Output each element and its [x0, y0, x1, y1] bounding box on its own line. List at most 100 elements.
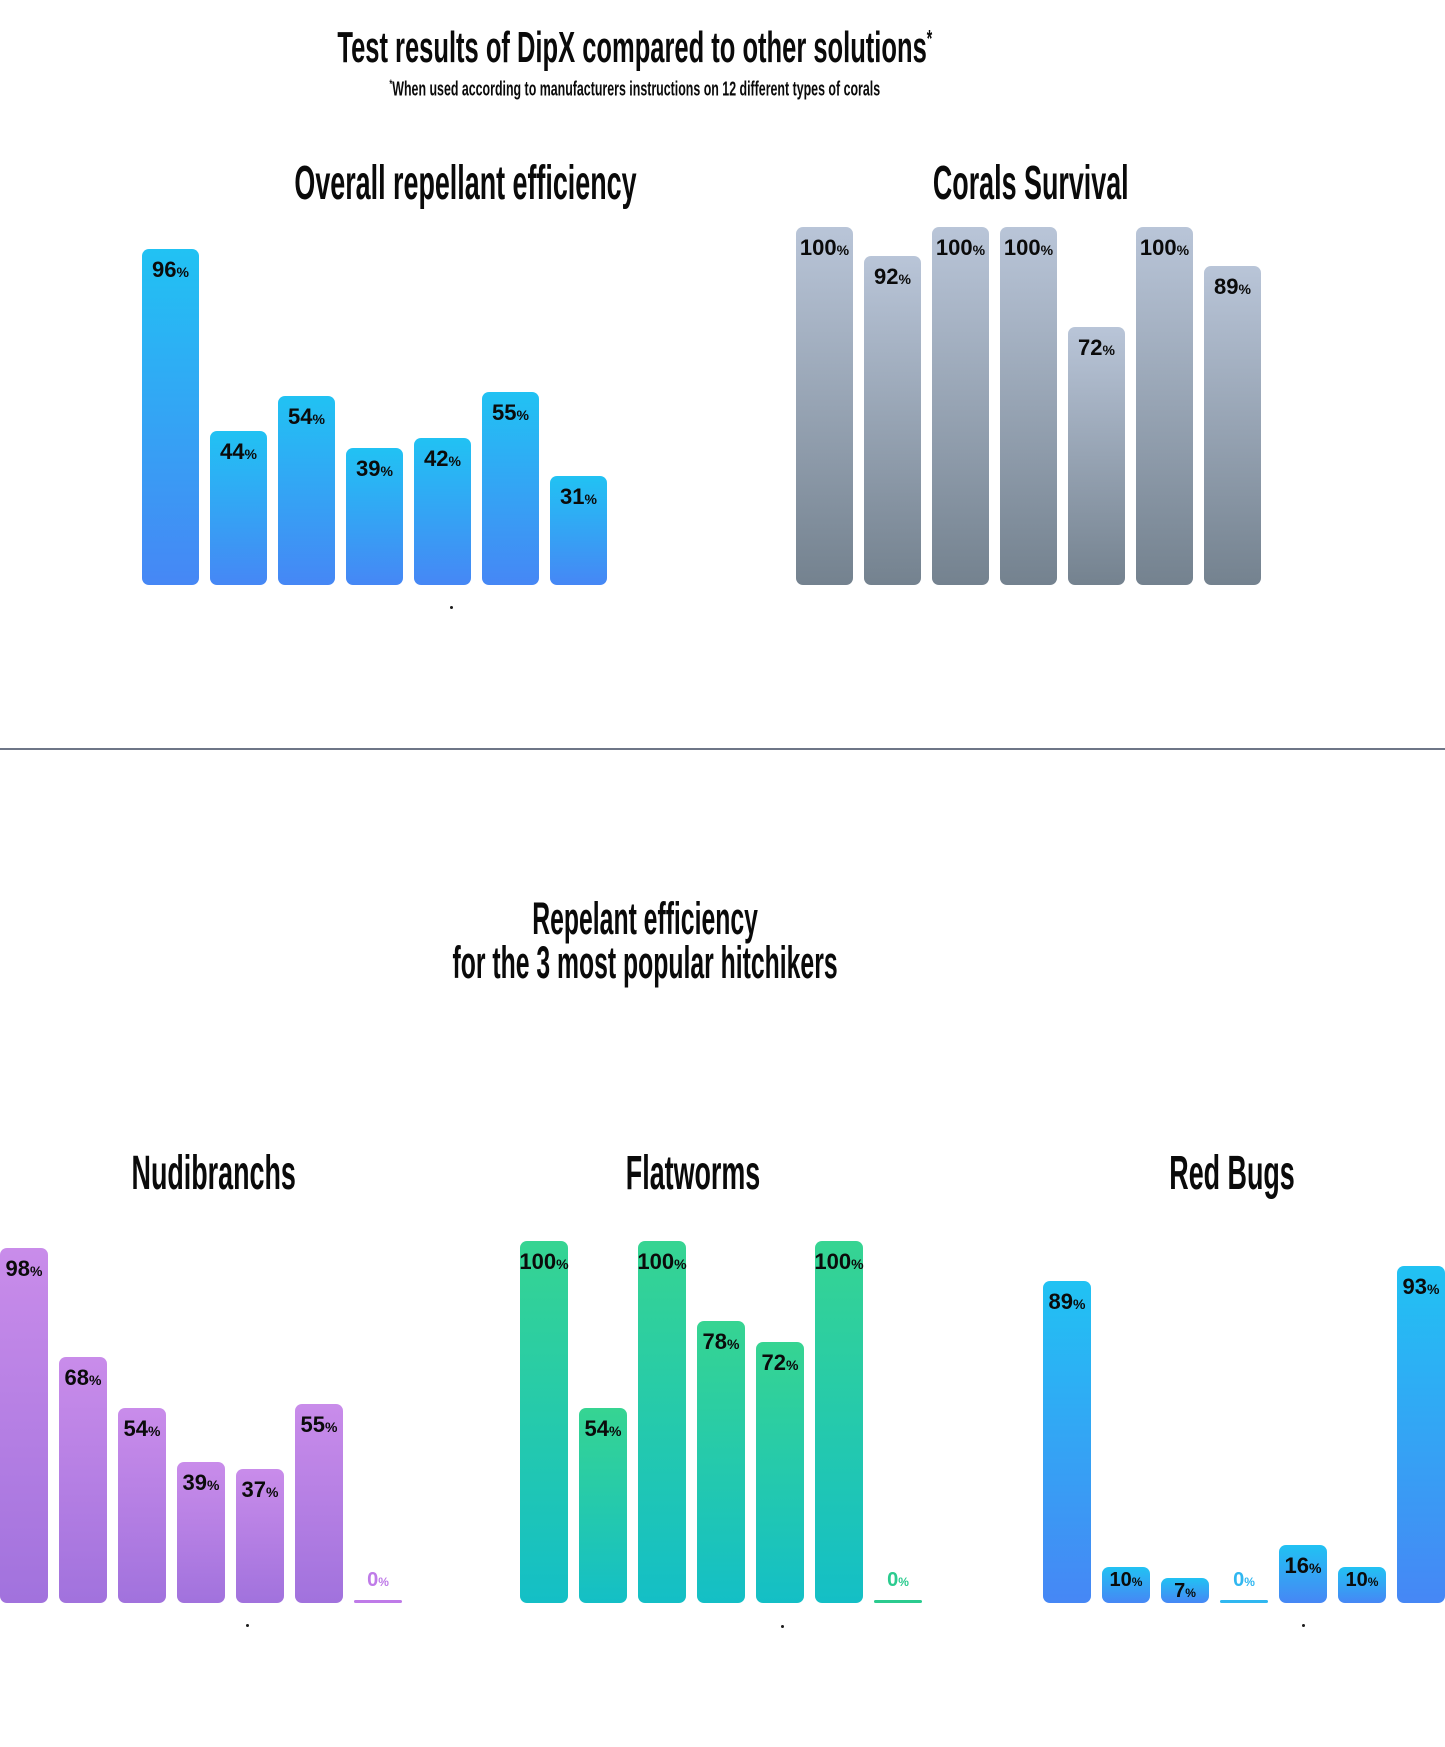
zero-bar-line [354, 1600, 402, 1603]
section-title-line2: for the 3 most popular hitchikers [452, 937, 838, 988]
bar-value-label: 37% [241, 1477, 279, 1502]
bar-overall-repellant-efficiency: 54% [278, 396, 335, 585]
chart-overall-repellant-efficiency: Overall repellant efficiency 96% 44% 54% 39… [142, 160, 637, 585]
bars-group-nudibranchs: 98% 68% 54% 39% 37% 55% 0% [0, 1248, 402, 1603]
bar-value-label: 78% [702, 1329, 740, 1354]
chart-title-flatworms: Flatworms [626, 1147, 761, 1200]
bars-group-overall-repellant-efficiency: 96% 44% 54% 39% 42% 55% 31% [142, 249, 607, 585]
bar-flatworms: 0% [874, 1570, 922, 1603]
bar-value-label: 89% [1214, 274, 1251, 299]
page-title-text: Test results of DipX compared to other s… [337, 23, 927, 72]
chart-red-bugs: Red Bugs 89% 10% 7% 0% 16% 10% 93% [1043, 1150, 1445, 1603]
stray-mark-dot [450, 606, 453, 609]
bar-nudibranchs: 0% [354, 1570, 402, 1603]
bar-value-label: 100% [814, 1249, 864, 1274]
bars-group-red-bugs: 89% 10% 7% 0% 16% 10% 93% [1043, 1266, 1445, 1603]
bar-corals-survival: 92% [864, 256, 921, 585]
page-subtitle: *When used according to manufacturers in… [0, 78, 1270, 100]
bar-corals-survival: 100% [1000, 227, 1057, 585]
zero-bar-line [874, 1600, 922, 1603]
bar-value-label: 39% [182, 1470, 220, 1495]
bar-nudibranchs: 98% [0, 1248, 48, 1603]
bar-value-label: 100% [799, 235, 850, 260]
bar-value-label: 100% [519, 1249, 569, 1274]
bar-nudibranchs: 68% [59, 1357, 107, 1603]
bar-red-bugs: 7% [1161, 1578, 1209, 1603]
stray-mark-dot [1302, 1624, 1305, 1627]
subtitle-asterisk: * [389, 77, 393, 91]
bar-value-label: 72% [1078, 335, 1115, 360]
bar-value-label: 96% [152, 257, 189, 282]
bar-overall-repellant-efficiency: 44% [210, 431, 267, 585]
bar-corals-survival: 100% [1136, 227, 1193, 585]
bar-value-label: 54% [584, 1416, 622, 1441]
title-asterisk: * [926, 25, 933, 53]
bar-value-label: 100% [637, 1249, 687, 1274]
bar-corals-survival: 89% [1204, 266, 1261, 585]
chart-title-red-bugs: Red Bugs [1169, 1147, 1296, 1200]
bar-overall-repellant-efficiency: 39% [346, 448, 403, 585]
bar-value-label: 7% [1174, 1580, 1196, 1602]
bar-value-label: 16% [1284, 1553, 1322, 1578]
bar-value-label: 100% [935, 235, 986, 260]
bar-value-label: 93% [1402, 1274, 1440, 1299]
bar-overall-repellant-efficiency: 55% [482, 392, 539, 585]
stray-mark-dot [246, 1624, 249, 1627]
bar-flatworms: 78% [697, 1321, 745, 1603]
bar-nudibranchs: 54% [118, 1408, 166, 1603]
bar-red-bugs: 16% [1279, 1545, 1327, 1603]
stray-mark-dot [781, 1625, 784, 1628]
page-title: Test results of DipX compared to other s… [0, 26, 1270, 70]
chart-title-corals-survival: Corals Survival [933, 157, 1129, 210]
chart-corals-survival: Corals Survival 100% 92% 100% 100% 72% 100% 89… [796, 160, 1266, 585]
bar-overall-repellant-efficiency: 96% [142, 249, 199, 585]
bar-value-label: 10% [1109, 1569, 1143, 1591]
bar-value-label: 42% [424, 446, 461, 471]
bar-value-label: 55% [492, 400, 529, 425]
bar-value-label: 0% [887, 1569, 909, 1591]
bar-value-label: 68% [64, 1365, 102, 1390]
bar-value-label: 44% [220, 439, 257, 464]
chart-title-overall-repellant-efficiency: Overall repellant efficiency [294, 157, 637, 210]
bar-red-bugs: 10% [1102, 1567, 1150, 1603]
chart-flatworms: Flatworms 100% 54% 100% 78% 72% 100% 0% [519, 1150, 931, 1603]
bar-red-bugs: 93% [1397, 1266, 1445, 1603]
bar-value-label: 0% [1233, 1569, 1255, 1591]
bar-overall-repellant-efficiency: 42% [414, 438, 471, 585]
bar-value-label: 98% [5, 1256, 43, 1281]
bar-red-bugs: 10% [1338, 1567, 1386, 1603]
bar-value-label: 39% [356, 456, 393, 481]
bar-flatworms: 100% [519, 1241, 569, 1603]
bar-value-label: 100% [1139, 235, 1190, 260]
bar-nudibranchs: 55% [295, 1404, 343, 1603]
section-divider [0, 748, 1445, 750]
bar-value-label: 54% [288, 404, 325, 429]
bars-group-flatworms: 100% 54% 100% 78% 72% 100% 0% [519, 1241, 922, 1603]
bar-value-label: 92% [874, 264, 911, 289]
bar-value-label: 0% [367, 1569, 389, 1591]
bar-corals-survival: 100% [932, 227, 989, 585]
bar-flatworms: 100% [637, 1241, 687, 1603]
bar-value-label: 72% [761, 1350, 799, 1375]
bar-corals-survival: 100% [796, 227, 853, 585]
bar-red-bugs: 0% [1220, 1570, 1268, 1603]
bar-value-label: 89% [1048, 1289, 1086, 1314]
bar-value-label: 54% [123, 1416, 161, 1441]
zero-bar-line [1220, 1600, 1268, 1603]
bar-flatworms: 54% [579, 1408, 627, 1603]
page-subtitle-text: When used according to manufacturers ins… [392, 78, 881, 101]
bar-value-label: 31% [560, 484, 597, 509]
bar-value-label: 10% [1345, 1569, 1379, 1591]
bar-corals-survival: 72% [1068, 327, 1125, 585]
bar-flatworms: 100% [814, 1241, 864, 1603]
bar-value-label: 55% [300, 1412, 338, 1437]
bar-red-bugs: 89% [1043, 1281, 1091, 1603]
bar-flatworms: 72% [756, 1342, 804, 1603]
section-title-line1: Repelant efficiency [532, 893, 758, 944]
bar-nudibranchs: 39% [177, 1462, 225, 1603]
bars-group-corals-survival: 100% 92% 100% 100% 72% 100% 89% [796, 227, 1261, 585]
chart-nudibranchs: Nudibranchs 98% 68% 54% 39% 37% 55% 0% [0, 1150, 411, 1603]
bar-nudibranchs: 37% [236, 1469, 284, 1603]
bar-overall-repellant-efficiency: 31% [550, 476, 607, 585]
